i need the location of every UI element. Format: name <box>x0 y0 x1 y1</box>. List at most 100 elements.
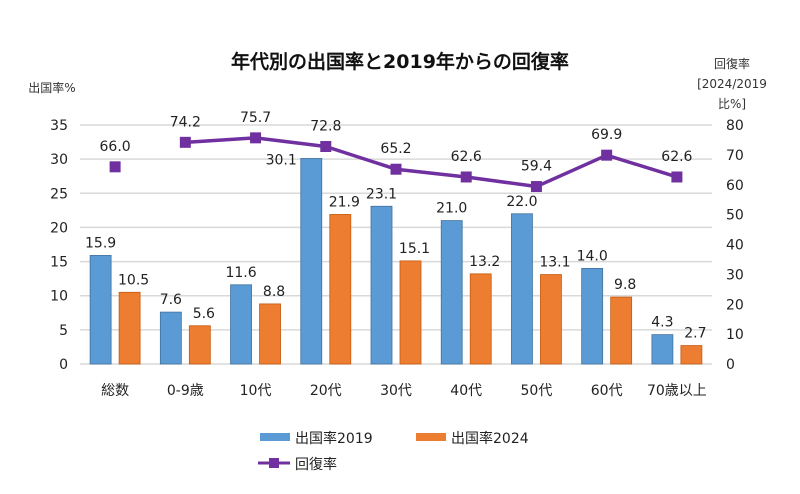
category-label: 40代 <box>450 383 482 399</box>
bar-2019 <box>300 158 323 365</box>
data-label-2019: 11.6 <box>225 265 256 281</box>
left-axis-title: 出国率% <box>28 80 75 95</box>
bar-2019 <box>440 220 463 365</box>
recovery-marker <box>250 132 262 144</box>
legend-item-2024[interactable]: 出国率2024 <box>416 430 529 447</box>
category-label: 70歳以上 <box>647 383 707 399</box>
category-label: 50代 <box>521 383 553 399</box>
chart-title: 年代別の出国率と2019年からの回復率 <box>231 50 569 73</box>
data-label-recovery: 62.6 <box>661 149 692 165</box>
recovery-line-path <box>185 136 678 189</box>
data-label-recovery: 66.0 <box>100 139 131 155</box>
recovery-marker <box>671 171 683 183</box>
left-tick-label: 25 <box>50 186 68 202</box>
bar-2024 <box>610 296 633 365</box>
left-tick-label: 15 <box>50 255 68 271</box>
bar-2019 <box>651 334 674 365</box>
gridlines <box>80 124 712 365</box>
recovery-marker <box>530 181 542 193</box>
right-tick-label: 0 <box>726 357 735 373</box>
data-label-recovery: 69.9 <box>591 127 622 143</box>
data-label-2019: 14.0 <box>577 248 608 264</box>
recovery-marker <box>320 141 332 153</box>
data-label-2024: 10.5 <box>118 272 149 288</box>
legend-label-2024: 出国率2024 <box>451 430 529 447</box>
data-label-2019: 4.3 <box>651 315 673 331</box>
data-label-2024: 5.6 <box>193 306 215 322</box>
recovery-marker <box>601 149 613 161</box>
right-tick-label: 50 <box>726 208 744 224</box>
data-label-recovery: 62.6 <box>451 149 482 165</box>
bar-2024 <box>469 273 492 365</box>
data-label-2019: 22.0 <box>506 194 537 210</box>
category-label: 総数 <box>101 383 129 399</box>
left-tick-label: 35 <box>50 118 68 134</box>
category-label: 0-9歳 <box>167 383 204 399</box>
right-tick-label: 10 <box>726 327 744 343</box>
data-label-2024: 13.1 <box>539 255 570 271</box>
bar-2024 <box>259 303 281 365</box>
category-labels: 総数 0-9歳 10代 20代 30代 40代 50代 60代 70歳以上 <box>101 383 707 399</box>
data-label-2019: 7.6 <box>160 292 182 308</box>
legend-swatch-2024 <box>416 433 446 441</box>
bar-2024 <box>680 345 703 365</box>
data-label-2019: 21.0 <box>436 201 467 217</box>
data-label-2024: 15.1 <box>399 241 430 257</box>
data-label-recovery: 75.7 <box>240 110 271 126</box>
left-tick-label: 30 <box>50 152 68 168</box>
bar-2024 <box>540 274 562 365</box>
bar-2019 <box>230 284 252 365</box>
right-tick-label: 30 <box>726 267 744 283</box>
right-tick-label: 60 <box>726 178 744 194</box>
bar-2019 <box>89 255 112 365</box>
right-tick-label: 80 <box>726 118 744 134</box>
data-label-2019: 30.1 <box>266 152 297 168</box>
data-label-recovery: 59.4 <box>521 159 552 175</box>
bar-2019 <box>511 213 533 365</box>
legend: 出国率2019 出国率2024 回復率 <box>258 430 529 473</box>
data-label-2019: 23.1 <box>366 186 397 202</box>
recovery-marker <box>179 136 191 148</box>
right-axis-title-line3: 比%] <box>718 97 746 111</box>
right-tick-label: 70 <box>726 148 744 164</box>
bar-2024 <box>399 260 422 365</box>
recovery-marker <box>390 163 402 175</box>
legend-item-2019[interactable]: 出国率2019 <box>260 430 373 447</box>
data-label-2024: 2.7 <box>684 326 706 342</box>
legend-swatch-2019 <box>260 433 290 441</box>
category-label: 20代 <box>310 383 342 399</box>
left-tick-label: 5 <box>59 323 68 339</box>
category-label: 30代 <box>380 383 412 399</box>
right-tick-label: 40 <box>726 238 744 254</box>
left-tick-label: 0 <box>59 357 68 373</box>
bar-2019 <box>581 267 604 365</box>
legend-marker-recovery <box>269 458 279 468</box>
bar-2024 <box>329 214 352 365</box>
bar-2019 <box>159 311 182 365</box>
data-label-2024: 13.2 <box>469 254 500 270</box>
bar-2024 <box>118 291 141 365</box>
data-label-recovery: 72.8 <box>310 119 341 135</box>
left-axis-ticks: 0 5 10 15 20 25 30 35 <box>50 118 68 373</box>
bar-2024 <box>188 325 211 365</box>
bar-2019 <box>370 205 393 365</box>
legend-item-recovery[interactable]: 回復率 <box>258 456 337 473</box>
category-label: 60代 <box>591 383 623 399</box>
recovery-line <box>109 132 683 193</box>
legend-label-recovery: 回復率 <box>295 456 337 473</box>
data-labels: 15.9 7.6 11.6 30.1 23.1 21.0 22.0 14.0 4.3 10.5 5.… <box>85 110 706 342</box>
right-axis-title-line2: [2024/2019 <box>697 77 767 91</box>
data-label-2024: 9.8 <box>614 277 636 293</box>
recovery-marker <box>460 171 472 183</box>
legend-label-2019: 出国率2019 <box>295 430 373 447</box>
data-label-2024: 8.8 <box>263 284 285 300</box>
bars <box>89 158 703 365</box>
left-tick-label: 10 <box>50 289 68 305</box>
data-label-2024: 21.9 <box>329 194 360 210</box>
right-axis-ticks: 0 10 20 30 40 50 60 70 80 <box>726 118 744 373</box>
category-label: 10代 <box>240 383 272 399</box>
right-axis-title-line1: 回復率 <box>714 56 750 71</box>
data-label-recovery: 65.2 <box>380 141 411 157</box>
data-label-recovery: 74.2 <box>170 114 201 130</box>
left-tick-label: 20 <box>50 220 68 236</box>
